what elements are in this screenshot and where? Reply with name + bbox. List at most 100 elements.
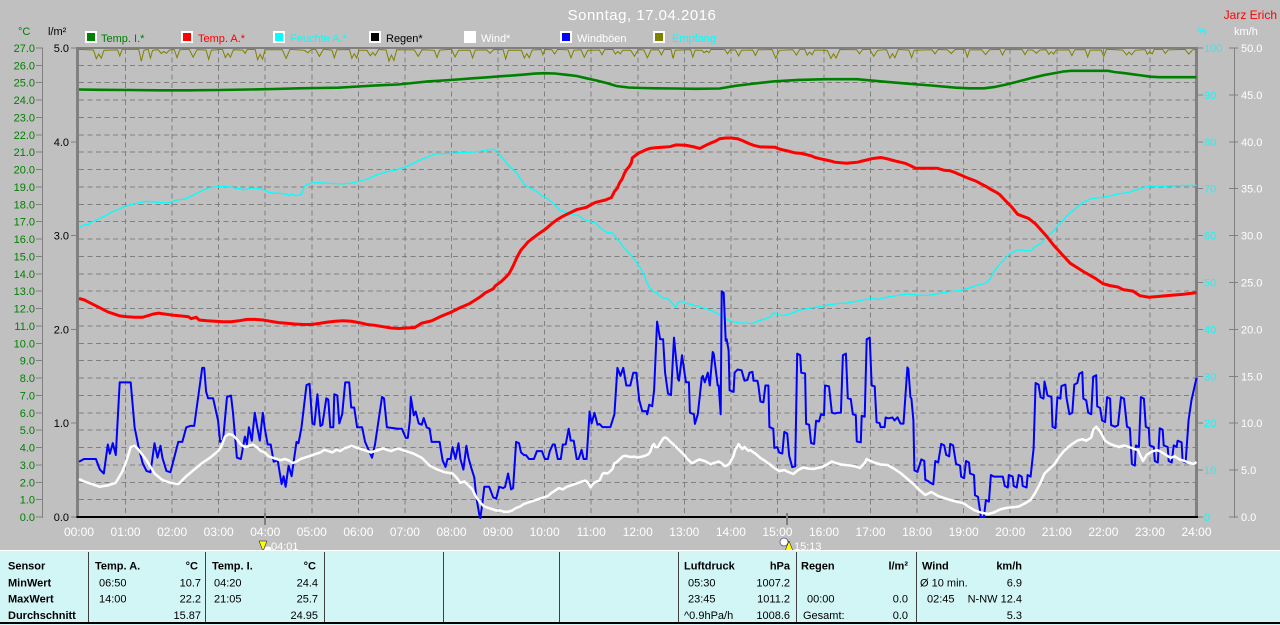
- svg-text:2.0: 2.0: [20, 477, 35, 489]
- svg-text:15.0: 15.0: [1241, 371, 1262, 383]
- svg-text:°C: °C: [186, 561, 198, 573]
- svg-text:Gesamt:: Gesamt:: [803, 610, 845, 622]
- svg-text:MinWert: MinWert: [8, 578, 52, 590]
- svg-text:1008.6: 1008.6: [756, 610, 790, 622]
- svg-text:18:00: 18:00: [902, 525, 932, 539]
- svg-text:km/h: km/h: [996, 561, 1022, 573]
- svg-text:15.87: 15.87: [173, 610, 201, 622]
- svg-text:24.95: 24.95: [290, 610, 318, 622]
- svg-text:14.0: 14.0: [14, 269, 35, 281]
- svg-text:km/h: km/h: [1234, 26, 1258, 38]
- svg-text:22.2: 22.2: [180, 594, 201, 606]
- svg-text:15.0: 15.0: [14, 251, 35, 263]
- svg-text:23.0: 23.0: [14, 112, 35, 124]
- svg-text:Temp. A.: Temp. A.: [95, 561, 140, 573]
- svg-text:00:00: 00:00: [64, 525, 94, 539]
- svg-text:12:00: 12:00: [623, 525, 653, 539]
- svg-text:5.3: 5.3: [1007, 610, 1022, 622]
- svg-text:0.0: 0.0: [893, 610, 908, 622]
- svg-text:l/m²: l/m²: [888, 561, 908, 573]
- svg-text:19.0: 19.0: [14, 182, 35, 194]
- svg-text:25.0: 25.0: [14, 78, 35, 90]
- svg-text:10.0: 10.0: [14, 338, 35, 350]
- svg-text:40: 40: [1204, 324, 1216, 336]
- svg-text:21.0: 21.0: [14, 147, 35, 159]
- svg-text:Wind: Wind: [922, 561, 949, 573]
- svg-text:°C: °C: [304, 561, 316, 573]
- svg-text:Regen: Regen: [801, 561, 835, 573]
- svg-text:03:00: 03:00: [204, 525, 234, 539]
- svg-text:19:00: 19:00: [949, 525, 979, 539]
- svg-text:09:00: 09:00: [483, 525, 513, 539]
- svg-text:0.0: 0.0: [893, 594, 908, 606]
- svg-text:5.0: 5.0: [20, 425, 35, 437]
- svg-text:Empfang: Empfang: [672, 33, 716, 45]
- svg-text:^0.9hPa/h: ^0.9hPa/h: [684, 610, 733, 622]
- svg-text:12.0: 12.0: [14, 304, 35, 316]
- svg-text:0.0: 0.0: [1241, 512, 1256, 524]
- svg-text:21:05: 21:05: [214, 594, 242, 606]
- svg-text:9.0: 9.0: [20, 356, 35, 368]
- svg-text:%: %: [1197, 26, 1207, 38]
- svg-text:Wind*: Wind*: [481, 33, 511, 45]
- svg-text:13.0: 13.0: [14, 286, 35, 298]
- svg-text:04:00: 04:00: [250, 525, 280, 539]
- svg-text:14:00: 14:00: [716, 525, 746, 539]
- svg-text:Temp. I.*: Temp. I.*: [101, 33, 145, 45]
- svg-text:14:00: 14:00: [99, 594, 127, 606]
- svg-text:11.0: 11.0: [14, 321, 35, 333]
- svg-text:20: 20: [1204, 418, 1216, 430]
- svg-text:04:20: 04:20: [214, 578, 242, 590]
- svg-text:1007.2: 1007.2: [756, 578, 790, 590]
- svg-text:0.0: 0.0: [20, 512, 35, 524]
- svg-text:Ø 10 min.: Ø 10 min.: [920, 578, 968, 590]
- svg-text:26.0: 26.0: [14, 60, 35, 72]
- svg-text:N-NW 12.4: N-NW 12.4: [968, 594, 1022, 606]
- svg-text:24.4: 24.4: [297, 578, 318, 590]
- svg-text:10: 10: [1204, 465, 1216, 477]
- svg-text:18.0: 18.0: [14, 199, 35, 211]
- svg-text:30: 30: [1204, 371, 1216, 383]
- svg-text:Regen*: Regen*: [386, 33, 423, 45]
- svg-text:20.0: 20.0: [1241, 324, 1262, 336]
- svg-text:30.0: 30.0: [1241, 231, 1262, 243]
- svg-text:10.7: 10.7: [180, 578, 201, 590]
- svg-text:00:00: 00:00: [807, 594, 835, 606]
- svg-text:05:30: 05:30: [688, 578, 716, 590]
- svg-text:10:00: 10:00: [530, 525, 560, 539]
- svg-text:24.0: 24.0: [14, 95, 35, 107]
- svg-text:8.0: 8.0: [20, 373, 35, 385]
- svg-text:70: 70: [1204, 184, 1216, 196]
- svg-text:23:45: 23:45: [688, 594, 716, 606]
- svg-text:1.0: 1.0: [20, 495, 35, 507]
- svg-text:Durchschnitt: Durchschnitt: [8, 610, 76, 622]
- svg-text:05:00: 05:00: [297, 525, 327, 539]
- svg-text:35.0: 35.0: [1241, 184, 1262, 196]
- svg-text:10.0: 10.0: [1241, 418, 1262, 430]
- svg-text:4.0: 4.0: [54, 137, 69, 149]
- svg-text:23:00: 23:00: [1135, 525, 1165, 539]
- svg-text:Jarz Erich: Jarz Erich: [1224, 8, 1277, 22]
- svg-text:21:00: 21:00: [1042, 525, 1072, 539]
- svg-text:06:50: 06:50: [99, 578, 127, 590]
- svg-text:1.0: 1.0: [54, 418, 69, 430]
- svg-text:MaxWert: MaxWert: [8, 594, 54, 606]
- svg-text:08:00: 08:00: [436, 525, 466, 539]
- svg-text:3.0: 3.0: [20, 460, 35, 472]
- svg-text:22:00: 22:00: [1088, 525, 1118, 539]
- svg-text:17:00: 17:00: [856, 525, 886, 539]
- svg-text:7.0: 7.0: [20, 390, 35, 402]
- svg-text:80: 80: [1204, 137, 1216, 149]
- svg-text:06:00: 06:00: [343, 525, 373, 539]
- svg-text:1011.2: 1011.2: [757, 594, 790, 606]
- svg-text:6.0: 6.0: [20, 408, 35, 420]
- svg-text:25.7: 25.7: [297, 594, 318, 606]
- svg-text:16.0: 16.0: [14, 234, 35, 246]
- svg-text:Sonntag, 17.04.2016: Sonntag, 17.04.2016: [568, 7, 717, 24]
- svg-text:60: 60: [1204, 231, 1216, 243]
- svg-text:15:00: 15:00: [762, 525, 792, 539]
- svg-text:5.0: 5.0: [54, 43, 69, 55]
- svg-text:27.0: 27.0: [14, 43, 35, 55]
- svg-text:20.0: 20.0: [14, 165, 35, 177]
- svg-text:40.0: 40.0: [1241, 137, 1262, 149]
